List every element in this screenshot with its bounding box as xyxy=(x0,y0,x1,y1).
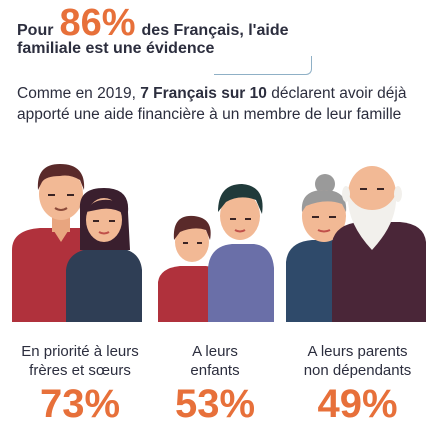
headline-percent: 86% xyxy=(59,2,136,44)
stat-parents-label-1: A leurs parents xyxy=(307,343,408,360)
intro-text: Comme en 2019, 7 Français sur 10 déclare… xyxy=(17,83,427,125)
stat-parents: A leurs parents non dépendants 49% xyxy=(285,342,430,426)
headline: Pour 86% des Français, l'aide familiale … xyxy=(17,4,317,58)
intro-bold: 7 Français sur 10 xyxy=(140,85,267,102)
stat-children: A leurs enfants 53% xyxy=(150,342,280,426)
stat-siblings-label-2: frères et sœurs xyxy=(29,362,131,379)
intro-after: déclarent avoir déjà apporté une aide fi… xyxy=(17,85,407,123)
headline-line2: familiale est une évidence xyxy=(17,40,215,57)
girl-figure xyxy=(208,184,274,322)
stat-children-label-2: enfants xyxy=(190,362,240,379)
grandpa-figure xyxy=(332,166,426,322)
stat-siblings: En priorité à leurs frères et sœurs 73% xyxy=(10,342,150,426)
stat-parents-label-2: non dépendants xyxy=(303,362,412,379)
stat-siblings-percent: 73% xyxy=(39,382,121,426)
headline-prefix: Pour xyxy=(17,22,54,39)
stat-parents-percent: 49% xyxy=(317,382,398,426)
stat-siblings-label-1: En priorité à leurs xyxy=(21,343,139,360)
woman-figure xyxy=(66,188,142,322)
intro-before: Comme en 2019, xyxy=(17,85,141,102)
headline-suffix: des Français, l'aide xyxy=(141,22,289,39)
callout-line xyxy=(214,56,312,75)
stat-children-label-1: A leurs xyxy=(192,343,238,360)
stat-children-percent: 53% xyxy=(174,382,256,426)
family-illustration xyxy=(12,164,426,322)
